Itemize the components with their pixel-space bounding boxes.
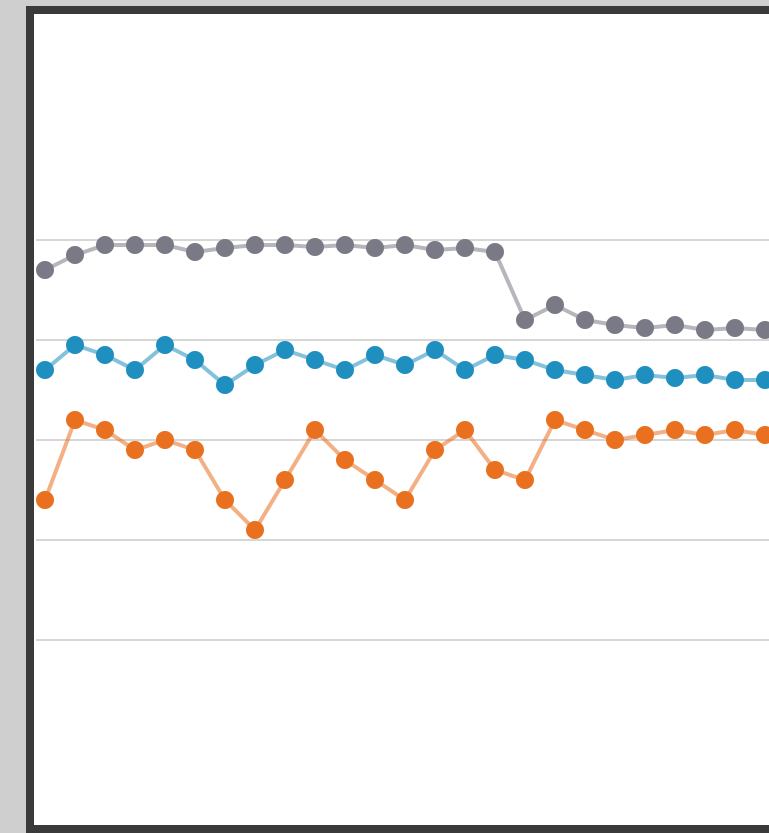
data-point bbox=[306, 238, 324, 256]
data-point bbox=[726, 371, 744, 389]
data-point bbox=[636, 319, 654, 337]
data-point bbox=[246, 236, 264, 254]
data-point bbox=[306, 351, 324, 369]
data-point bbox=[636, 366, 654, 384]
data-point bbox=[36, 261, 54, 279]
data-point bbox=[216, 376, 234, 394]
data-point bbox=[126, 236, 144, 254]
data-point bbox=[456, 361, 474, 379]
series-line bbox=[43, 417, 766, 534]
data-point bbox=[36, 361, 54, 379]
data-point bbox=[276, 236, 294, 254]
data-point bbox=[396, 491, 414, 509]
data-point bbox=[726, 421, 744, 439]
data-point bbox=[726, 319, 744, 337]
data-point bbox=[96, 236, 114, 254]
data-point bbox=[396, 236, 414, 254]
data-point bbox=[126, 361, 144, 379]
data-point bbox=[66, 411, 84, 429]
data-point bbox=[396, 356, 414, 374]
data-point bbox=[156, 336, 174, 354]
data-point bbox=[36, 491, 54, 509]
data-point bbox=[426, 441, 444, 459]
data-point bbox=[336, 236, 354, 254]
data-point bbox=[336, 451, 354, 469]
data-point bbox=[666, 421, 684, 439]
data-point bbox=[426, 241, 444, 259]
data-point bbox=[486, 461, 504, 479]
data-point bbox=[756, 321, 769, 339]
data-point bbox=[696, 426, 714, 444]
data-point bbox=[456, 239, 474, 257]
data-point bbox=[516, 471, 534, 489]
data-point bbox=[66, 336, 84, 354]
data-point bbox=[606, 371, 624, 389]
data-point bbox=[576, 366, 594, 384]
chart-frame bbox=[26, 6, 769, 833]
data-point bbox=[186, 243, 204, 261]
data-point bbox=[96, 421, 114, 439]
data-point bbox=[486, 346, 504, 364]
data-point bbox=[216, 239, 234, 257]
data-point bbox=[156, 236, 174, 254]
data-point bbox=[576, 421, 594, 439]
data-point bbox=[576, 311, 594, 329]
data-point bbox=[456, 421, 474, 439]
data-point bbox=[606, 431, 624, 449]
data-point bbox=[126, 441, 144, 459]
data-point bbox=[246, 521, 264, 539]
data-point bbox=[426, 341, 444, 359]
data-point bbox=[666, 316, 684, 334]
data-point bbox=[486, 243, 504, 261]
data-point bbox=[216, 491, 234, 509]
data-point bbox=[696, 321, 714, 339]
data-point bbox=[186, 441, 204, 459]
data-point bbox=[516, 351, 534, 369]
data-point bbox=[336, 361, 354, 379]
data-point bbox=[66, 246, 84, 264]
data-point bbox=[756, 426, 769, 444]
data-point bbox=[306, 421, 324, 439]
data-point bbox=[606, 316, 624, 334]
data-point bbox=[276, 471, 294, 489]
data-point bbox=[366, 471, 384, 489]
data-point bbox=[666, 369, 684, 387]
data-point bbox=[546, 411, 564, 429]
data-point bbox=[96, 346, 114, 364]
data-point bbox=[756, 371, 769, 389]
data-point bbox=[546, 361, 564, 379]
data-point bbox=[516, 311, 534, 329]
data-point bbox=[156, 431, 174, 449]
data-point bbox=[696, 366, 714, 384]
data-point bbox=[276, 341, 294, 359]
series-line bbox=[44, 242, 766, 333]
data-point bbox=[186, 351, 204, 369]
data-point bbox=[366, 239, 384, 257]
data-point bbox=[636, 426, 654, 444]
data-point bbox=[366, 346, 384, 364]
data-point bbox=[246, 356, 264, 374]
data-point bbox=[546, 296, 564, 314]
